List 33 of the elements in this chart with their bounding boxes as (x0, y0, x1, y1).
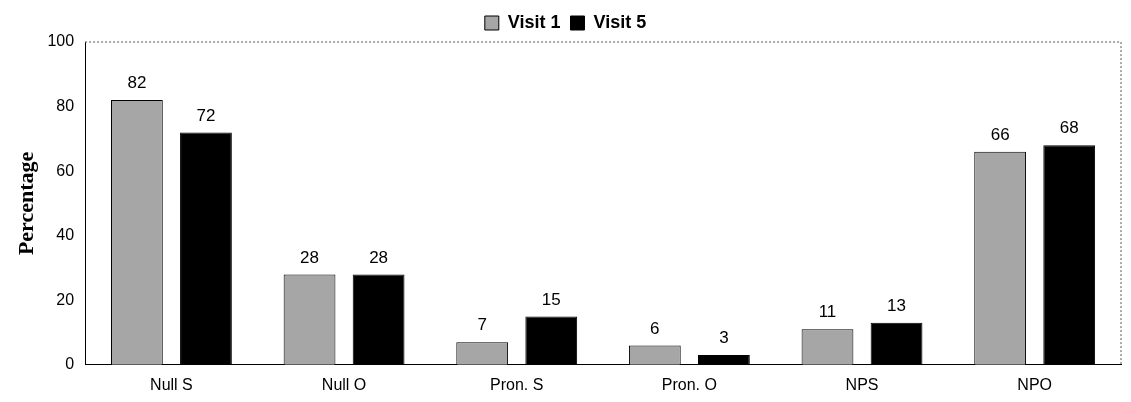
y-tick-label: 80 (56, 96, 75, 114)
bar (525, 316, 578, 365)
y-tick-label: 60 (56, 161, 75, 179)
x-tick-label: NPO (1017, 375, 1053, 393)
data-label: 6 (650, 318, 660, 338)
x-tick-label: Null O (321, 375, 367, 393)
data-label: 68 (1059, 118, 1079, 138)
x-tick-label: NPS (845, 375, 879, 393)
x-tick-label: Pron. S (490, 375, 544, 393)
data-label: 13 (887, 296, 907, 316)
data-label: 72 (196, 105, 216, 125)
data-label: 3 (719, 328, 729, 348)
data-label: 28 (369, 247, 389, 267)
data-label: 7 (477, 315, 487, 335)
legend-label: Visit 5 (593, 11, 647, 32)
data-label: 15 (541, 289, 561, 309)
bar (698, 355, 750, 365)
y-tick-label: 40 (56, 226, 75, 244)
bar (180, 132, 232, 365)
y-axis-title: Percentage (12, 151, 38, 256)
x-tick-label: Pron. O (661, 375, 717, 393)
bar (1043, 145, 1096, 365)
x-tick-label: Null S (150, 375, 193, 393)
data-label: 11 (818, 302, 837, 322)
data-label: 66 (990, 124, 1010, 144)
y-tick-label: 0 (65, 355, 75, 373)
data-label: 82 (127, 73, 147, 93)
y-tick-label: 100 (47, 32, 75, 50)
bar (352, 274, 405, 365)
bar (870, 322, 923, 365)
y-tick-label: 20 (56, 290, 75, 308)
data-label: 28 (300, 247, 319, 267)
legend-label: Visit 1 (507, 11, 561, 32)
